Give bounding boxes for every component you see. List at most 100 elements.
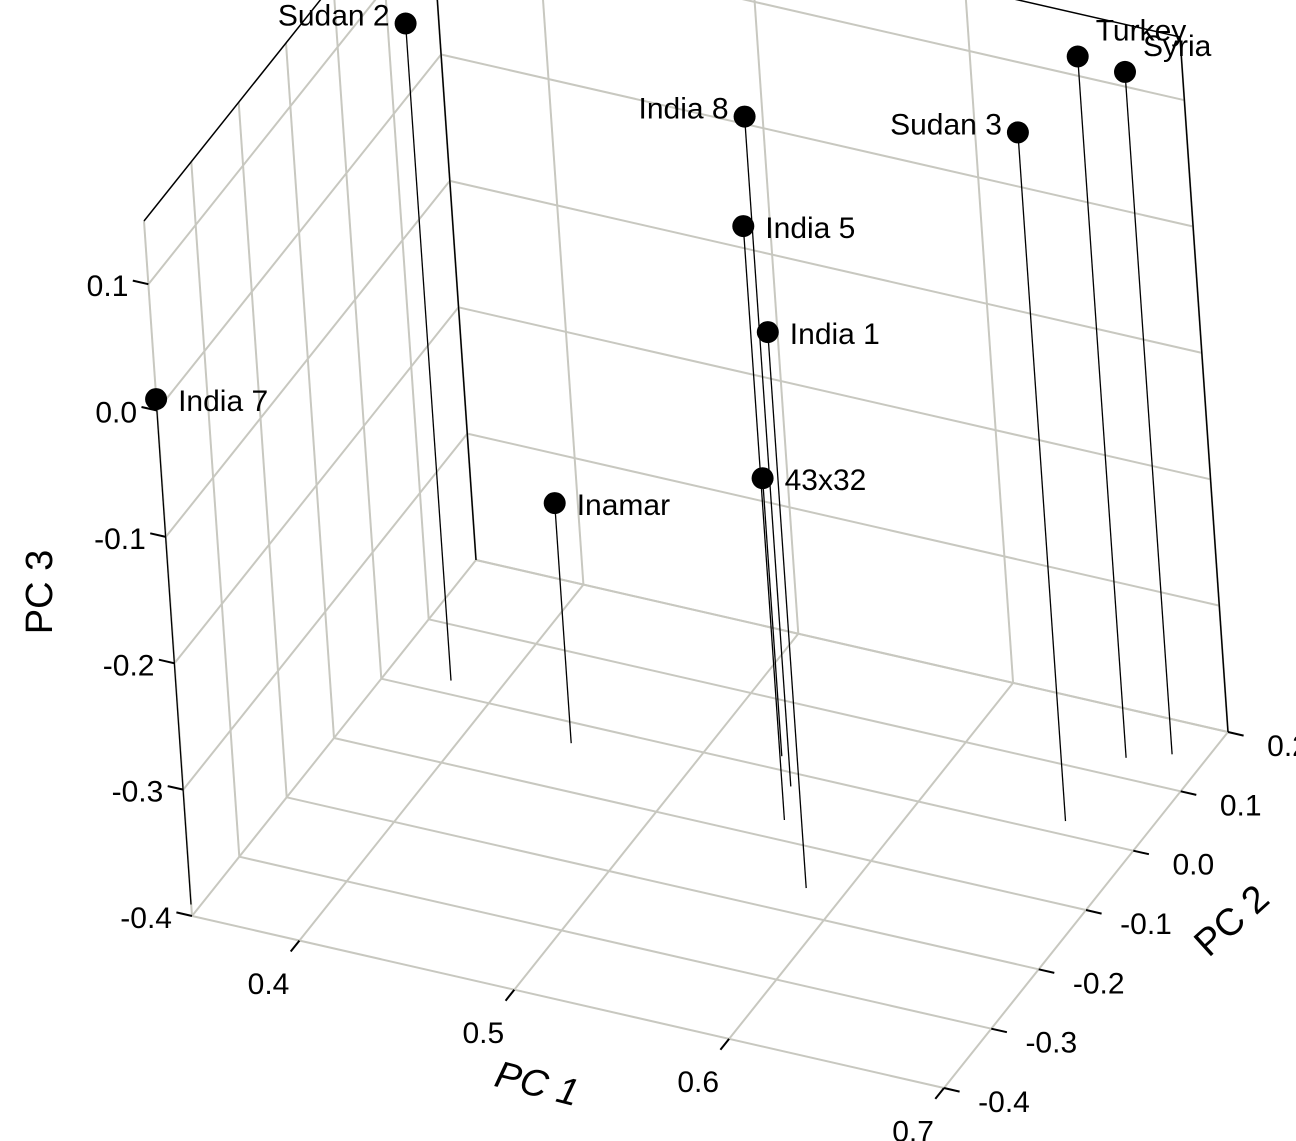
z-axis-label: PC 3	[19, 550, 61, 634]
back-wall-grid-line	[467, 432, 1220, 607]
z-tick	[132, 279, 149, 286]
back-wall-grid-line	[741, 0, 1185, 102]
side-wall-grid-line	[190, 161, 241, 857]
drop-line	[767, 332, 807, 889]
drop-line	[1124, 71, 1173, 755]
point-label: India 5	[765, 212, 855, 245]
point-label: Inamar	[577, 489, 670, 522]
data-point	[1114, 60, 1136, 83]
z-tick-label: -0.3	[112, 776, 164, 809]
floor-grid-line	[286, 796, 1039, 971]
x-tick	[504, 989, 516, 1002]
z-tick-label: 0.1	[87, 270, 129, 303]
y-tick-label: -0.4	[978, 1086, 1030, 1119]
side-wall-grid-line	[333, 0, 383, 679]
y-tick-label: -0.1	[1120, 908, 1172, 941]
axes	[132, 0, 1244, 1100]
y-tick-label: 0.1	[1220, 789, 1262, 822]
box-edge	[436, 0, 477, 561]
y-axis-label: PC 2	[1187, 877, 1278, 965]
data-point	[1066, 45, 1089, 68]
y-tick-label: -0.2	[1073, 967, 1125, 1000]
back-wall-grid-line	[542, 0, 585, 585]
point-label: India 1	[790, 318, 880, 351]
drop-line	[404, 23, 452, 681]
floor-grid-line	[333, 737, 1087, 911]
side-wall-grid-line	[156, 53, 442, 412]
side-wall-grid-line	[384, 0, 430, 620]
drop-line	[1017, 132, 1067, 822]
y-tick-label: 0.0	[1172, 849, 1214, 882]
data-point	[732, 215, 755, 238]
side-wall-grid-line	[182, 432, 469, 791]
grid-lines	[143, 0, 1229, 1089]
x-tick-label: 0.6	[677, 1066, 719, 1099]
y-tick	[1180, 790, 1197, 796]
back-wall-grid-line	[964, 0, 1015, 683]
point-label: Sudan 3	[890, 108, 1002, 141]
drop-line	[761, 478, 783, 757]
side-wall-grid-line	[165, 180, 451, 538]
x-tick-label: 0.7	[892, 1115, 934, 1141]
x-tick	[719, 1038, 730, 1051]
drop-line	[742, 226, 786, 821]
x-tick	[289, 939, 301, 953]
point-label: Syria	[1143, 30, 1212, 63]
back-wall-grid-line	[753, 0, 800, 634]
side-wall-grid-line	[147, 0, 377, 285]
floor-grid-line	[428, 618, 1181, 793]
y-tick	[943, 1087, 960, 1093]
floor-grid-line	[381, 677, 1134, 852]
y-tick	[1133, 849, 1150, 856]
floor-grid-line	[239, 855, 992, 1030]
data-point	[1006, 121, 1029, 144]
data-point	[733, 105, 756, 128]
z-tick	[158, 658, 175, 665]
y-tick	[1227, 731, 1244, 737]
x-tick-label: 0.4	[248, 968, 290, 1001]
drop-line	[155, 399, 192, 905]
y-tick-label: -0.3	[1025, 1027, 1077, 1060]
z-tick	[149, 532, 167, 538]
point-label: Turkey	[1096, 15, 1187, 48]
y-tick	[991, 1027, 1008, 1034]
z-tick-label: 0.0	[95, 397, 137, 430]
back-wall-grid-line	[475, 559, 1229, 733]
data-point	[145, 388, 168, 411]
data-point	[543, 492, 566, 515]
side-wall-grid-line	[285, 42, 335, 739]
floor-grid-line	[191, 915, 945, 1089]
data-point	[751, 467, 774, 490]
data-points: Sudan 2 India 8 India 5 India 1 India 7 Sudan…	[145, 0, 1212, 905]
data-point	[756, 321, 779, 344]
side-wall-grid-line	[436, 0, 477, 561]
x-axis-label: PC 1	[491, 1054, 583, 1115]
z-tick-label: -0.1	[94, 523, 146, 556]
back-wall-grid-line	[449, 179, 1203, 354]
y-tick-label: 0.2	[1267, 730, 1296, 763]
back-wall-grid-line	[458, 306, 1211, 481]
y-tick	[1085, 909, 1102, 915]
back-wall-grid-line	[440, 53, 1194, 228]
y-tick	[1038, 968, 1055, 974]
data-point	[394, 12, 417, 35]
box-edge	[1014, 0, 1181, 38]
tick-labels: 0.40.50.60.7-0.4-0.3-0.2-0.10.00.10.2-0.…	[87, 270, 1296, 1141]
point-label: India 7	[178, 385, 268, 418]
x-tick-label: 0.5	[462, 1017, 504, 1050]
box-edge	[143, 0, 322, 222]
side-wall-grid-line	[173, 306, 460, 664]
side-wall-grid-line	[237, 102, 288, 798]
drop-line	[1077, 56, 1127, 758]
point-label: Sudan 2	[278, 0, 390, 33]
box-edge	[1179, 36, 1229, 733]
z-tick-label: -0.2	[103, 649, 155, 682]
point-label: 43x32	[785, 464, 867, 497]
z-tick	[167, 785, 184, 791]
z-tick	[176, 911, 193, 917]
side-wall-grid-line	[191, 559, 477, 917]
x-tick	[934, 1087, 945, 1100]
drop-line	[554, 503, 572, 744]
z-tick-label: -0.4	[120, 902, 172, 935]
